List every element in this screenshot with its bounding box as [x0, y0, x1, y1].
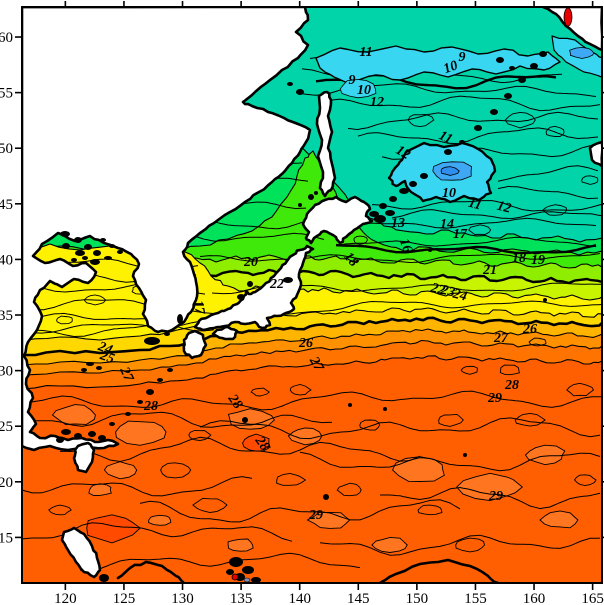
y-tick-label: 20	[0, 475, 13, 491]
contour-label: 10	[442, 58, 460, 77]
contour-label: 17	[453, 227, 468, 242]
contour-label: 21	[482, 263, 497, 278]
contour-label: 12	[495, 199, 512, 217]
contour-label: 14	[440, 217, 454, 232]
x-tick-label: 130	[171, 591, 194, 605]
contour-label: 12	[393, 143, 413, 163]
x-tick-label: 125	[113, 591, 136, 605]
contour-label: 27	[116, 364, 136, 385]
contour-label: 18	[512, 251, 526, 266]
x-tick-label: 155	[464, 591, 487, 605]
contour-label: 28	[143, 399, 158, 414]
contour-label: 10	[357, 83, 371, 98]
contour-label: 11	[467, 196, 484, 214]
contour-label: 19	[531, 253, 545, 268]
y-tick-label: 50	[0, 141, 13, 157]
contour-label: 23	[438, 282, 456, 300]
y-tick-label: 45	[0, 197, 13, 213]
x-tick-label: 165	[581, 591, 604, 605]
contour-label: 22	[269, 277, 284, 292]
contour-label: 9	[459, 50, 466, 65]
contour-label: 16	[396, 237, 415, 255]
contour-label: 22	[428, 280, 446, 298]
contour-label: 12	[370, 95, 384, 110]
x-tick-label: 140	[288, 591, 311, 605]
contour-label: 11	[359, 45, 372, 60]
x-tick-label: 150	[406, 591, 429, 605]
x-tick-label: 145	[347, 591, 370, 605]
contour-label: 28	[224, 391, 245, 412]
contour-label: 24	[95, 339, 114, 358]
x-tick-label: 120	[54, 591, 77, 605]
contour-label: 20	[243, 255, 258, 270]
contour-label: 13	[391, 216, 405, 231]
contour-label: 28	[504, 378, 519, 393]
y-tick-label: 30	[0, 364, 13, 380]
contour-label: 10	[442, 186, 456, 201]
y-tick-label: 40	[0, 252, 13, 268]
contour-label: 26	[298, 336, 313, 351]
y-tick-label: 60	[0, 30, 13, 46]
y-tick-label: 55	[0, 86, 13, 102]
contour-label: 29	[488, 489, 503, 504]
contour-label: 11	[436, 128, 454, 147]
contour-label: 17	[190, 299, 207, 316]
y-tick-label: 15	[0, 530, 13, 546]
contour-label: 27	[493, 331, 509, 346]
contour-label: 29	[487, 391, 502, 406]
contour-label: 28	[251, 433, 272, 454]
y-tick-label: 25	[0, 419, 13, 435]
x-tick-label: 135	[230, 591, 253, 605]
contour-label: 29	[308, 508, 323, 523]
x-tick-label: 160	[523, 591, 546, 605]
contour-label: 25	[97, 348, 116, 367]
contour-label: 24	[450, 286, 468, 304]
contour-label: 26	[522, 322, 537, 337]
y-tick-label: 35	[0, 308, 13, 324]
contour-label: 9	[349, 73, 356, 88]
